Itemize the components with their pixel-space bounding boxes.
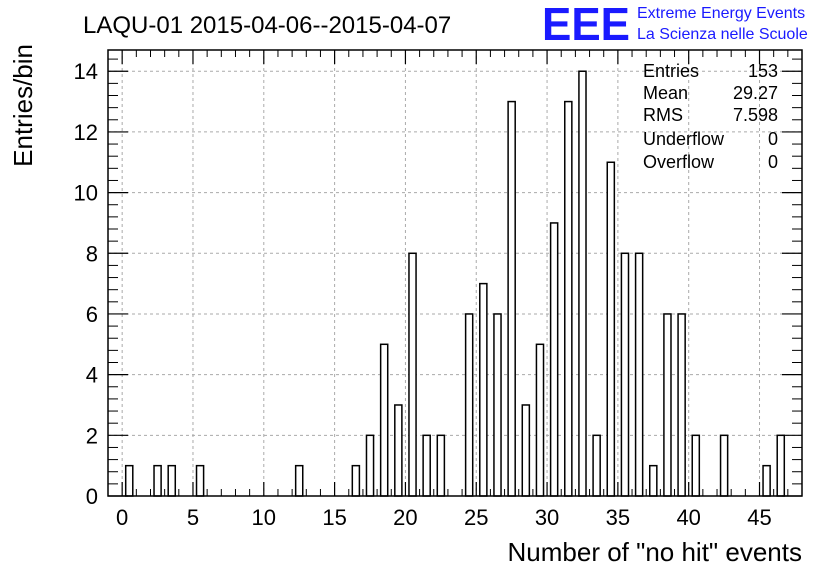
histogram-bar bbox=[663, 313, 672, 497]
x-tick-label: 25 bbox=[464, 505, 488, 530]
y-tick-label: 8 bbox=[86, 241, 98, 266]
histogram-bar bbox=[479, 282, 488, 497]
stats-label-entries: Entries bbox=[643, 61, 699, 81]
y-tick-label: 4 bbox=[86, 363, 98, 388]
histogram-bar bbox=[153, 464, 162, 497]
histogram-bar bbox=[535, 343, 545, 497]
histogram-bar bbox=[294, 464, 304, 497]
y-tick-label: 0 bbox=[86, 484, 98, 509]
y-tick-label: 10 bbox=[74, 181, 98, 206]
stats-value-underflow: 0 bbox=[768, 129, 778, 149]
grid-lines bbox=[108, 50, 802, 496]
y-tick-label: 12 bbox=[74, 120, 98, 145]
x-tick-label: 40 bbox=[676, 505, 700, 530]
y-axis-label: Entries/bin bbox=[8, 44, 38, 167]
histogram-bar bbox=[564, 100, 573, 497]
plot-frame bbox=[107, 49, 803, 497]
histogram-bar bbox=[762, 464, 771, 497]
histogram-bar bbox=[365, 434, 375, 497]
stats-label-underflow: Underflow bbox=[643, 129, 725, 149]
histogram-bar bbox=[124, 464, 134, 497]
stats-label-rms: RMS bbox=[643, 105, 683, 125]
histogram-bar bbox=[677, 313, 686, 497]
stats-box: Entries 153 Mean 29.27 RMS 7.598 Underfl… bbox=[643, 61, 778, 172]
y-tick-label: 2 bbox=[86, 423, 98, 448]
eee-logo: EEE Extreme Energy Events La Scienza nel… bbox=[542, 0, 808, 50]
eee-logo-line2: La Scienza nelle Scuole bbox=[637, 26, 808, 43]
histogram-bar bbox=[167, 464, 177, 497]
x-tick-label: 45 bbox=[747, 505, 771, 530]
histogram-bar bbox=[493, 313, 502, 497]
histogram-bar bbox=[507, 100, 516, 497]
eee-logo-line1: Extreme Energy Events bbox=[637, 5, 805, 22]
histogram-bar bbox=[351, 464, 361, 497]
stats-label-overflow: Overflow bbox=[643, 152, 715, 172]
histogram-bar bbox=[394, 404, 403, 497]
histogram-bar bbox=[408, 252, 417, 497]
histogram-bar bbox=[464, 313, 474, 497]
x-tick-label: 30 bbox=[535, 505, 559, 530]
histogram-bar bbox=[776, 434, 786, 497]
histogram-bar bbox=[436, 434, 446, 497]
stats-value-overflow: 0 bbox=[768, 152, 778, 172]
histogram-bar bbox=[592, 434, 601, 497]
axis-ticks: 0 5 10 15 20 25 30 35 40 45 0 2 4 6 8 10 12 14 bbox=[74, 50, 803, 530]
eee-logo-mark: EEE bbox=[542, 0, 630, 50]
histogram-bar bbox=[648, 464, 658, 497]
x-tick-label: 0 bbox=[116, 505, 128, 530]
histogram-bar bbox=[691, 434, 701, 497]
x-axis-label: Number of "no hit" events bbox=[508, 537, 803, 567]
x-tick-label: 15 bbox=[322, 505, 346, 530]
stats-value-rms: 7.598 bbox=[733, 105, 778, 125]
stats-label-mean: Mean bbox=[643, 83, 688, 103]
stats-value-entries: 153 bbox=[748, 61, 778, 81]
x-tick-label: 5 bbox=[187, 505, 199, 530]
histogram-bar bbox=[578, 70, 587, 497]
histogram-bar bbox=[620, 252, 630, 497]
y-tick-label: 6 bbox=[86, 302, 98, 327]
histogram-bar bbox=[379, 343, 389, 497]
chart-title: LAQU-01 2015-04-06--2015-04-07 bbox=[83, 12, 451, 39]
histogram-bar bbox=[195, 464, 205, 497]
stats-value-mean: 29.27 bbox=[733, 83, 778, 103]
histogram-bar bbox=[719, 434, 729, 497]
histogram-bar bbox=[549, 222, 559, 497]
histogram-bar bbox=[634, 252, 644, 497]
x-tick-label: 35 bbox=[606, 505, 630, 530]
x-tick-label: 20 bbox=[393, 505, 417, 530]
y-tick-label: 14 bbox=[74, 59, 98, 84]
histogram-bar bbox=[606, 161, 616, 497]
x-tick-label: 10 bbox=[252, 505, 276, 530]
histogram-bar bbox=[521, 404, 531, 497]
histogram-bar bbox=[422, 434, 431, 497]
